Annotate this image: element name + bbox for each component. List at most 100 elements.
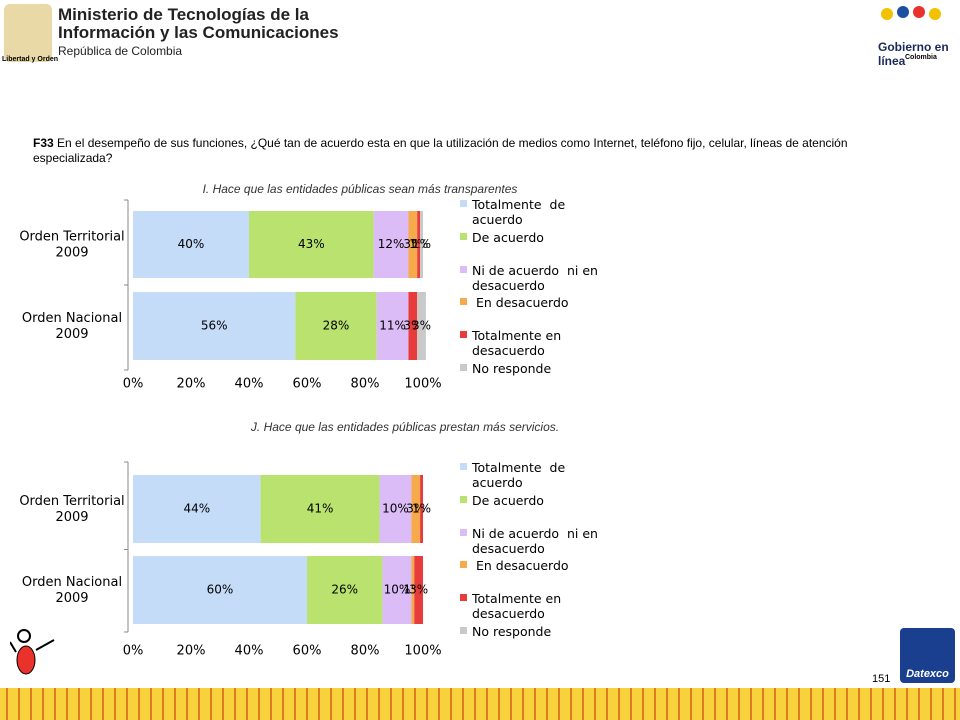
- bar-segment: [417, 211, 421, 278]
- bar-segment: [411, 475, 421, 543]
- legend-swatch: [460, 594, 467, 601]
- value-label: 1%: [412, 502, 431, 516]
- value-label: 1%: [409, 237, 428, 251]
- legend-entry: De acuerdo: [460, 493, 600, 508]
- value-label: 12%: [378, 237, 405, 251]
- value-label: 3%: [412, 319, 431, 333]
- x-tick-label: 40%: [235, 377, 264, 392]
- legend-entry: En desacuerdo: [460, 295, 600, 310]
- gov-logo: [881, 6, 941, 20]
- legend-swatch: [460, 233, 467, 240]
- bar-segment: [133, 211, 249, 278]
- chart-title: J. Hace que las entidades públicas prest…: [250, 420, 559, 434]
- legend-label: Ni de acuerdo ni en desacuerdo: [472, 526, 602, 556]
- bar-segment: [417, 292, 426, 360]
- chart-title: I. Hace que las entidades públicas sean …: [203, 182, 518, 196]
- value-label: 41%: [307, 502, 334, 516]
- bar-segment: [373, 211, 409, 278]
- bar-segment: [382, 556, 412, 624]
- datexco-logo: Datexco: [900, 628, 955, 683]
- value-label: 1%: [412, 237, 431, 251]
- mascot-icon: [9, 629, 55, 675]
- bar-segment: [133, 475, 261, 543]
- x-tick-label: 100%: [404, 644, 441, 659]
- bar-segment: [408, 292, 418, 360]
- legend-swatch: [460, 298, 467, 305]
- legend-label: Ni de acuerdo ni en desacuerdo: [472, 263, 602, 293]
- legend-swatch: [460, 561, 467, 568]
- legend-label: En desacuerdo: [472, 295, 569, 310]
- value-label: 3%: [409, 583, 428, 597]
- legend-entry: Ni de acuerdo ni en desacuerdo: [460, 263, 600, 293]
- x-tick-label: 60%: [293, 644, 322, 659]
- legend-swatch: [460, 266, 467, 273]
- x-tick-label: 100%: [404, 377, 441, 392]
- value-label: 44%: [183, 502, 210, 516]
- country: República de Colombia: [58, 44, 183, 58]
- value-label: 40%: [178, 237, 205, 251]
- x-tick-label: 20%: [177, 377, 206, 392]
- legend-entry: Totalmente en desacuerdo: [460, 328, 600, 358]
- legend-entry: De acuerdo: [460, 230, 600, 245]
- legend-label: De acuerdo: [472, 493, 544, 508]
- gov-name: Gobierno en línea: [878, 40, 949, 68]
- legend-swatch: [460, 463, 467, 470]
- motto: Libertad y Orden: [2, 56, 59, 63]
- x-tick-label: 80%: [351, 377, 380, 392]
- legend-swatch: [460, 496, 467, 503]
- category-label: Orden Nacional 2009: [22, 311, 122, 342]
- legend-label: De acuerdo: [472, 230, 544, 245]
- question: F33 En el desempeño de sus funciones, ¿Q…: [33, 136, 878, 166]
- value-label: 10%: [384, 583, 411, 597]
- legend-swatch: [460, 529, 467, 536]
- value-label: 26%: [331, 583, 358, 597]
- ministry-line: Información y las Comunicaciones: [58, 23, 339, 42]
- category-label: Orden Territorial 2009: [19, 229, 124, 260]
- value-label: 43%: [298, 237, 325, 251]
- legend-label: Totalmente de acuerdo: [472, 197, 570, 227]
- x-tick-label: 20%: [177, 644, 206, 659]
- bar-segment: [408, 211, 418, 278]
- value-label: 60%: [207, 583, 234, 597]
- mascot: [9, 628, 60, 689]
- value-label: 56%: [201, 319, 228, 333]
- legend-swatch: [460, 200, 467, 207]
- coat-of-arms: [4, 4, 52, 62]
- gov-logo-figures: [875, 4, 947, 38]
- category-label: Orden Territorial 2009: [19, 494, 124, 525]
- ministry-line: Ministerio de Tecnologías de la: [58, 5, 309, 24]
- question-code: F33: [33, 136, 54, 150]
- legend-entry: Ni de acuerdo ni en desacuerdo: [460, 526, 600, 556]
- legend-label: Totalmente en desacuerdo: [472, 328, 566, 358]
- bar-segment: [379, 475, 412, 543]
- page-number: 151: [872, 673, 891, 685]
- legend-label: Totalmente en desacuerdo: [472, 591, 566, 621]
- bar-segment: [295, 292, 377, 360]
- x-tick-label: 0%: [123, 377, 144, 392]
- bar-segment: [414, 556, 423, 624]
- x-tick-label: 80%: [351, 644, 380, 659]
- bar-segment: [420, 475, 423, 543]
- value-label: 11%: [379, 319, 406, 333]
- legend-entry: En desacuerdo: [460, 558, 600, 573]
- x-tick-label: 40%: [235, 644, 264, 659]
- bar-segment: [307, 556, 383, 624]
- category-label: Orden Nacional 2009: [22, 575, 122, 606]
- footer-band: [0, 688, 960, 720]
- bar-segment: [249, 211, 374, 278]
- legend-entry: No responde: [460, 361, 600, 376]
- x-tick-label: 60%: [293, 377, 322, 392]
- value-label: 28%: [323, 319, 350, 333]
- x-tick-label: 0%: [123, 644, 144, 659]
- legend-label: Totalmente de acuerdo: [472, 460, 570, 490]
- bar-segment: [133, 556, 307, 624]
- legend-swatch: [460, 627, 467, 634]
- bar-segment: [420, 211, 423, 278]
- legend-entry: Totalmente en desacuerdo: [460, 591, 600, 621]
- bar-segment: [376, 292, 409, 360]
- legend-label: No responde: [472, 624, 552, 639]
- bar-segment: [411, 556, 415, 624]
- legend-label: No responde: [472, 361, 552, 376]
